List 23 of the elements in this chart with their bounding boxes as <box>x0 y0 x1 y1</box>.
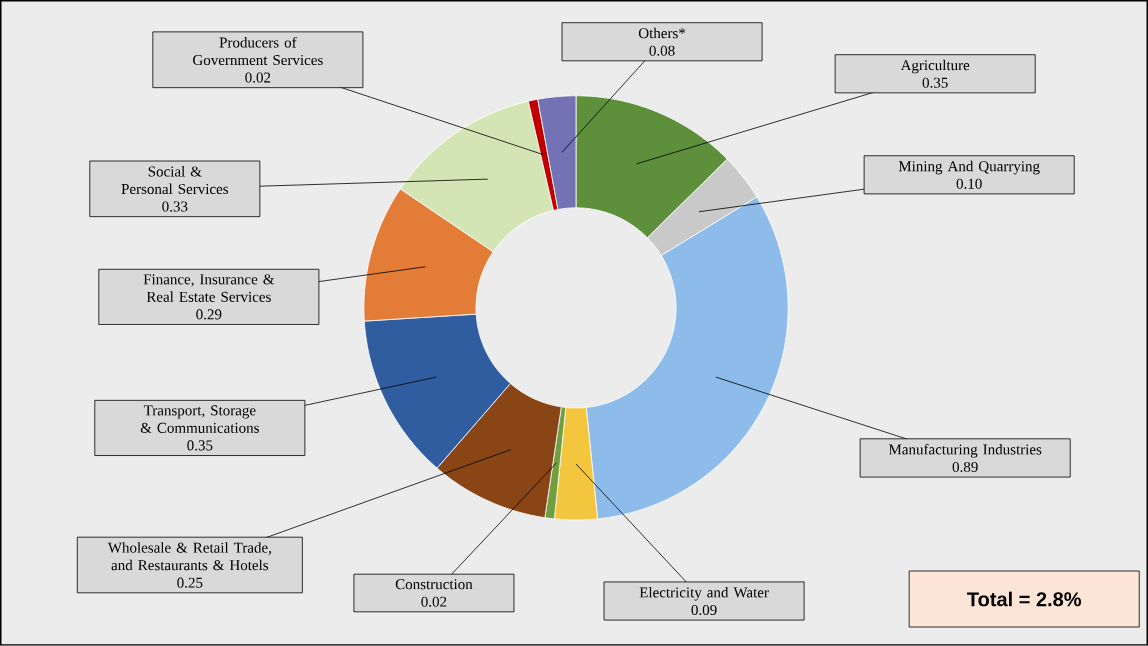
data-label: 0.89 <box>952 462 978 473</box>
text: Total = 2.8% <box>967 591 1082 607</box>
data-label: 0.35 <box>922 77 948 88</box>
slice-label: Others* <box>638 27 686 39</box>
data-label: 0.09 <box>691 605 717 616</box>
slice-label: Manufacturing Industries <box>888 443 1042 458</box>
slice-label: Agriculture <box>900 59 970 74</box>
data-label: 0.29 <box>196 309 222 320</box>
data-label: 0.02 <box>245 72 271 83</box>
data-label: 0.33 <box>162 201 188 212</box>
slice-label: Producers of Government Services <box>193 36 323 66</box>
slice-label: Electricity and Water <box>639 587 769 601</box>
data-label: 0.08 <box>649 45 675 56</box>
data-label: 0.10 <box>956 178 982 189</box>
slice-label: Construction <box>395 579 473 590</box>
slice-label: Mining And Quarrying <box>898 160 1040 175</box>
slice-label: Finance, Insurance & Real Estate Services <box>143 274 275 303</box>
data-label: 0.25 <box>177 577 203 588</box>
slice-label: Social & Personal Services <box>121 166 229 195</box>
slice-label: Wholesale & Retail Trade, and Restaurants & Hotels <box>107 542 271 571</box>
slice-label: Transport, Storage & Communications <box>140 405 259 434</box>
data-label: 0.02 <box>421 596 447 607</box>
data-label: 0.35 <box>187 440 213 451</box>
